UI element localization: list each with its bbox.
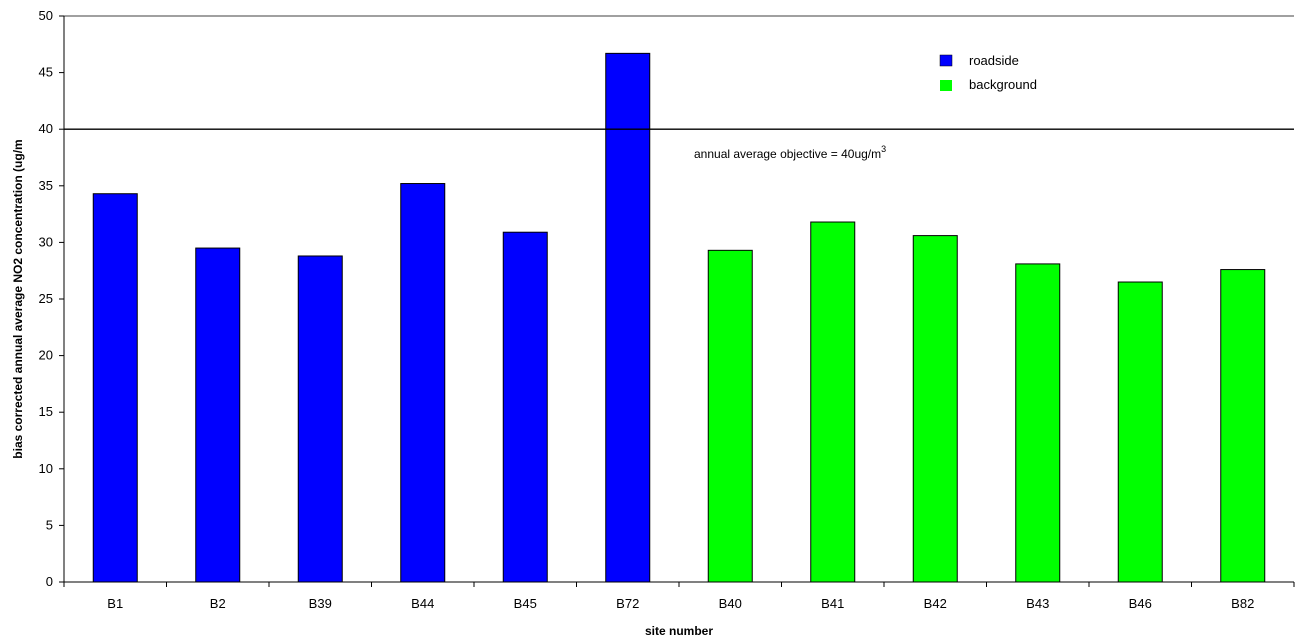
y-tick-label: 5 <box>46 517 53 532</box>
objective-annotation-text: annual average objective = 40ug/m <box>694 147 881 161</box>
y-tick-label: 20 <box>39 348 53 363</box>
y-tick-label: 35 <box>39 178 53 193</box>
x-tick-label: B41 <box>821 596 844 611</box>
y-tick-label: 40 <box>39 121 53 136</box>
y-tick-label: 30 <box>39 234 53 249</box>
bars <box>92 52 1266 583</box>
objective-annotation: annual average objective = 40ug/m3 <box>694 144 886 161</box>
x-axis-ticks: B1 B2 B39 B44 B45 B72 B40 B41 B42 B43 B46 B82 <box>63 582 1295 611</box>
y-tick-label: 15 <box>39 404 53 419</box>
x-tick-label: B72 <box>616 596 639 611</box>
legend-swatch-background <box>940 80 952 91</box>
x-tick-label: B40 <box>719 596 742 611</box>
y-tick-label: 50 <box>39 8 53 23</box>
bar-b72 <box>605 52 651 583</box>
x-tick-label: B1 <box>107 596 123 611</box>
legend-item-background: background <box>940 77 1037 92</box>
bar-b46 <box>1117 281 1163 583</box>
x-tick-label: B44 <box>411 596 434 611</box>
x-axis-title: site number <box>645 624 713 638</box>
bar-b42 <box>912 235 958 583</box>
x-tick-label: B82 <box>1231 596 1254 611</box>
bar-b45 <box>502 231 548 583</box>
y-axis-title: bias corrected annual average NO2 concen… <box>11 139 25 458</box>
bar-b2 <box>195 247 241 583</box>
x-tick-label: B43 <box>1026 596 1049 611</box>
bar-b82 <box>1220 269 1266 583</box>
legend-swatch-roadside <box>939 54 953 67</box>
x-tick-label: B2 <box>210 596 226 611</box>
x-tick-label: B45 <box>514 596 537 611</box>
bar-b39 <box>297 255 343 583</box>
y-axis-ticks: 0 5 10 15 20 25 30 35 40 45 50 <box>39 8 64 589</box>
bar-b44 <box>400 183 446 583</box>
bar-b1 <box>92 193 138 583</box>
bar-b41 <box>810 221 856 583</box>
y-tick-label: 45 <box>39 65 53 80</box>
bar-b40 <box>707 249 753 583</box>
y-tick-label: 10 <box>39 461 53 476</box>
legend-item-roadside: roadside <box>939 53 1019 68</box>
x-tick-label: B39 <box>309 596 332 611</box>
y-tick-label: 0 <box>46 574 53 589</box>
x-tick-label: B42 <box>924 596 947 611</box>
x-tick-label: B46 <box>1129 596 1152 611</box>
bar-b43 <box>1015 263 1061 583</box>
legend-label-roadside: roadside <box>969 53 1019 68</box>
y-tick-label: 25 <box>39 291 53 306</box>
plot-frame <box>63 15 1294 583</box>
legend-label-background: background <box>969 77 1037 92</box>
legend: roadside background <box>939 53 1037 92</box>
objective-annotation-superscript: 3 <box>881 144 886 154</box>
